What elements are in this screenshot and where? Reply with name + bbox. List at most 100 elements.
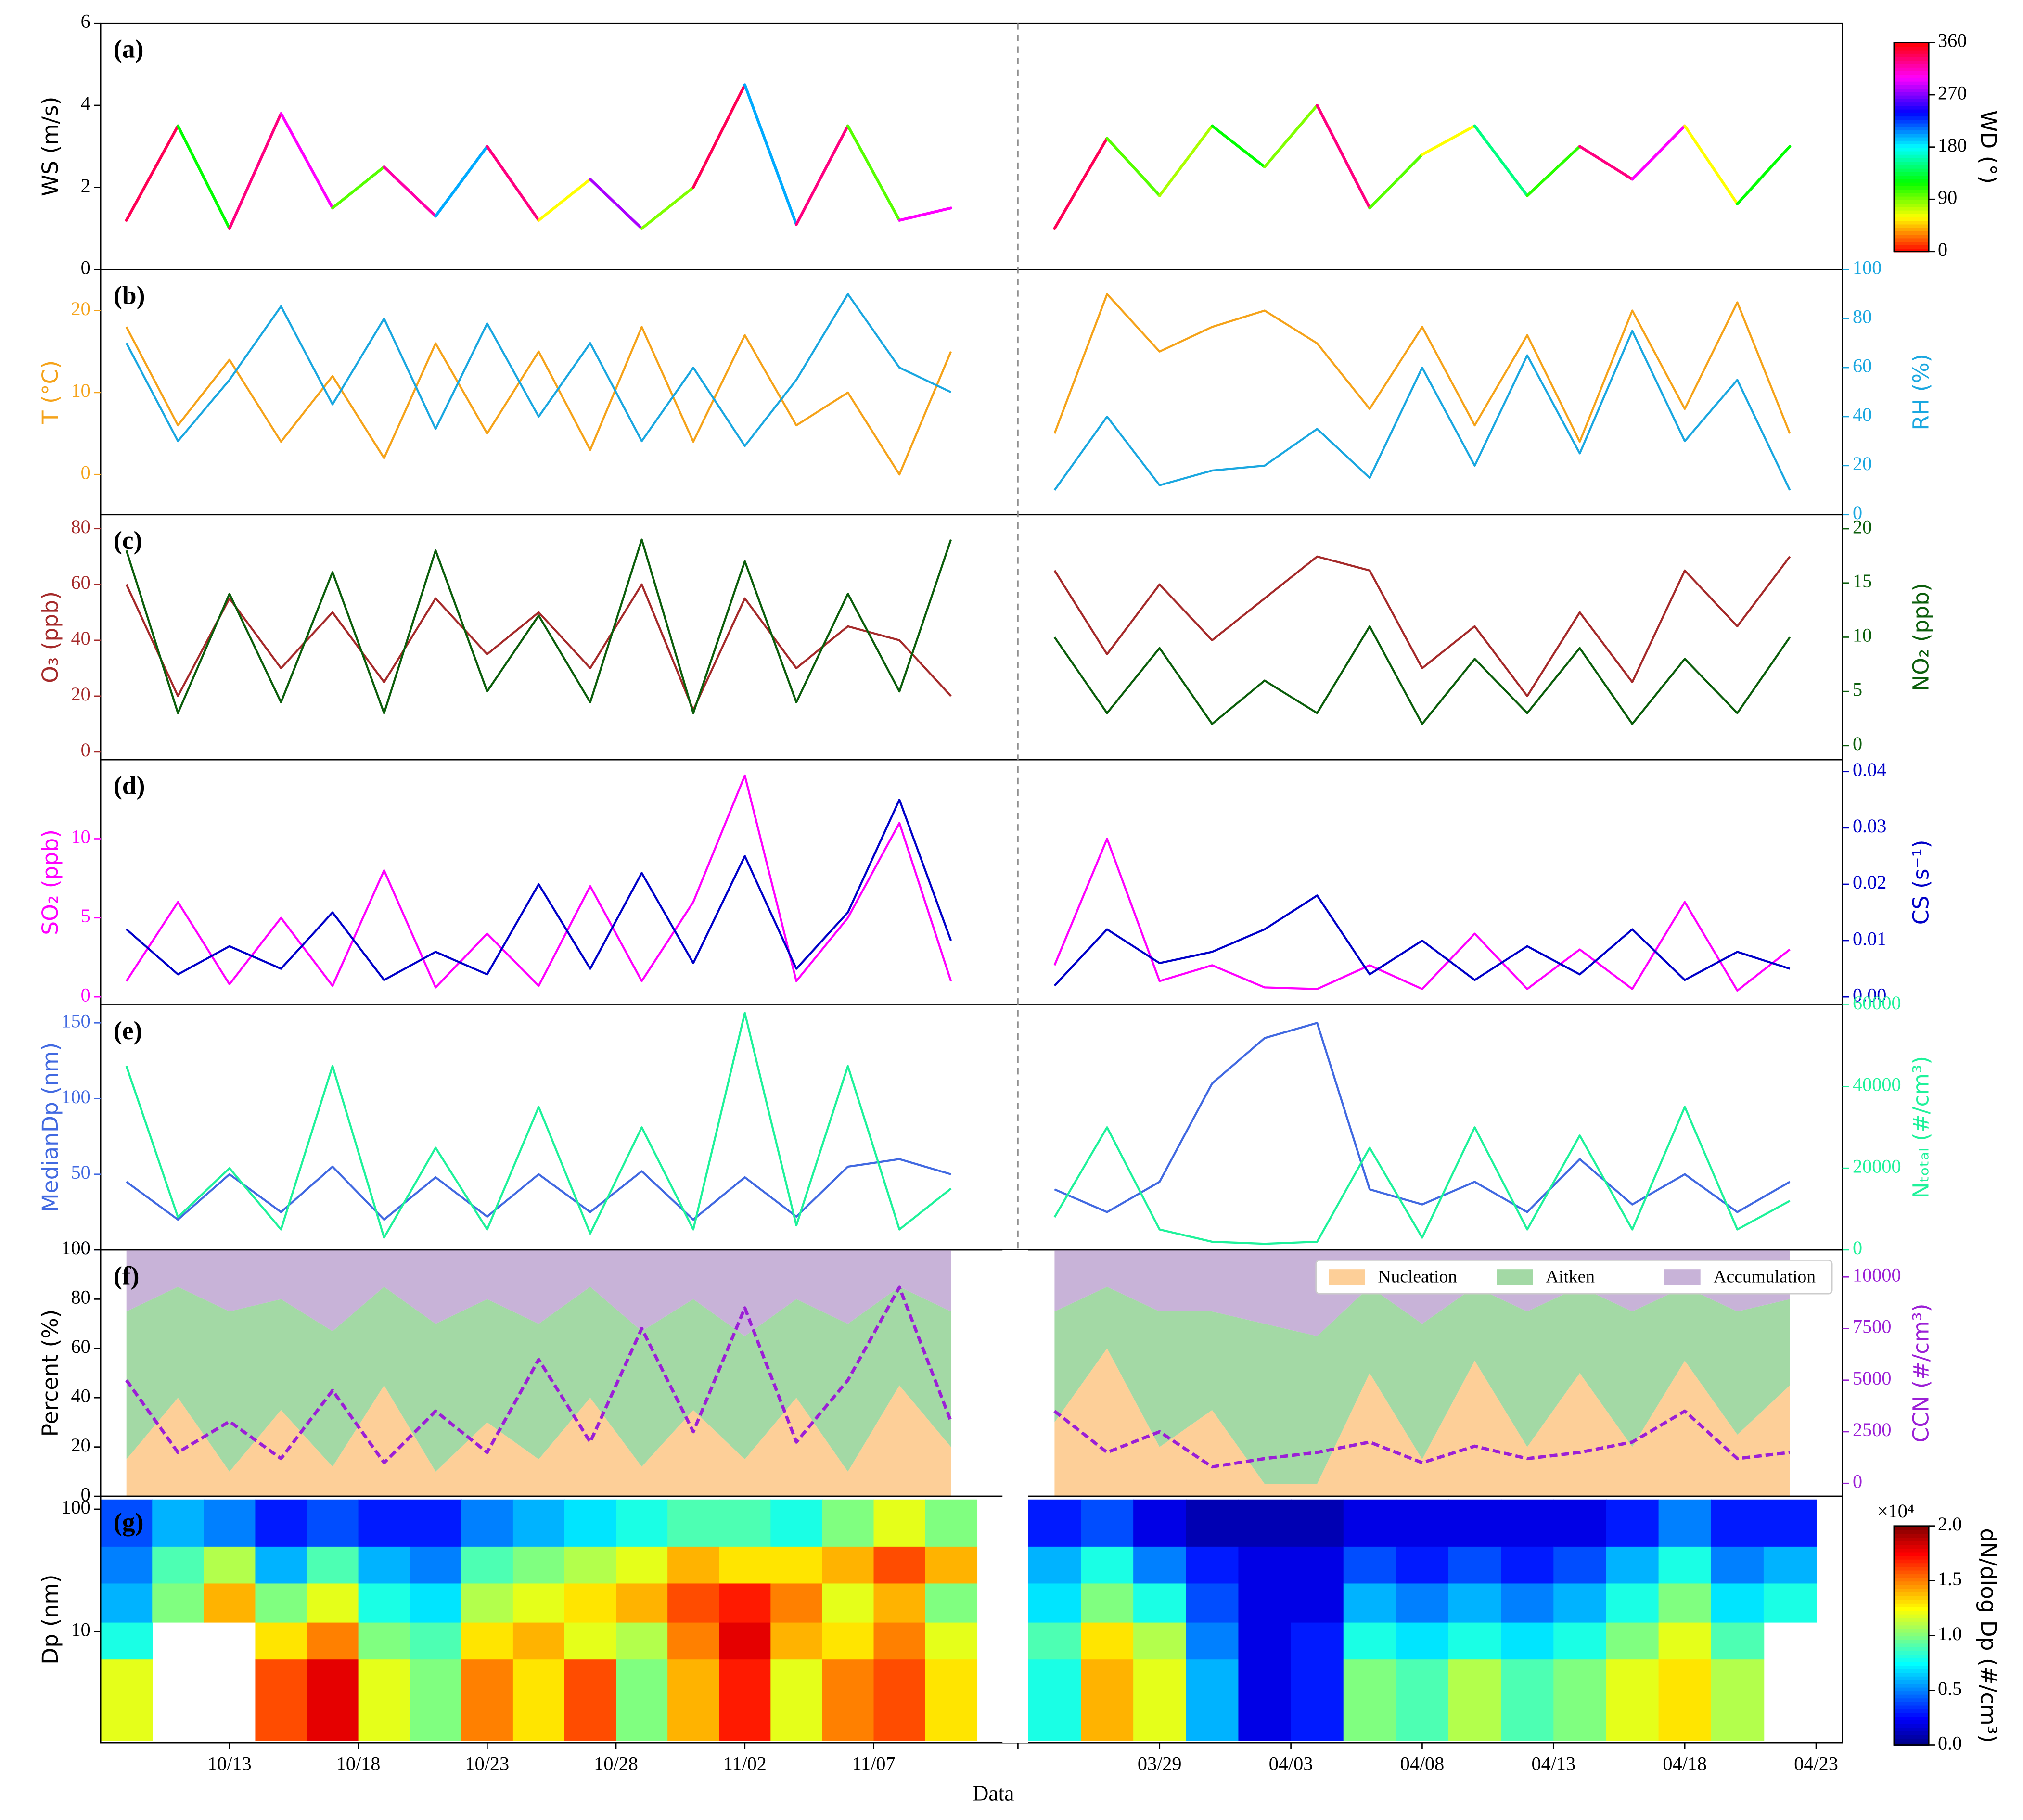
panel-plot (125, 293, 1791, 491)
heatmap-cell (822, 1658, 874, 1741)
y-tick-label: 40 (71, 627, 90, 649)
panel-plot (125, 83, 1792, 230)
panel-plot (125, 1249, 1790, 1497)
heatmap-cell (770, 1546, 823, 1584)
heatmap-cell (1238, 1622, 1292, 1660)
colorbar-slice (1894, 1701, 1929, 1706)
colorbar-slice (1894, 1642, 1929, 1648)
panel-label: (g) (114, 1507, 144, 1536)
heatmap-cell (255, 1583, 307, 1623)
series-segment (537, 178, 592, 222)
series-line (126, 799, 952, 981)
heatmap-cell (101, 1622, 153, 1660)
legend-swatch (1497, 1269, 1533, 1285)
panel-plot (125, 774, 1791, 992)
x-tick-label: 04/23 (1794, 1753, 1838, 1775)
y2-tick-label: 60000 (1853, 992, 1901, 1014)
panel-frame (100, 269, 1843, 516)
colorbar-slice (1894, 1697, 1929, 1702)
y-tick-label: 80 (71, 1286, 90, 1308)
heatmap-cell (564, 1546, 617, 1584)
heatmap-cell (1080, 1583, 1134, 1623)
heatmap-cell (1238, 1583, 1292, 1623)
y2-tick-label: 0 (1853, 1237, 1862, 1259)
heatmap-cell (1763, 1546, 1817, 1584)
heatmap-cell (1080, 1658, 1134, 1741)
colorbar-slice (1894, 1614, 1929, 1618)
colorbar-slice (1894, 140, 1929, 145)
heatmap-cell (1133, 1583, 1187, 1623)
colorbar-slice (1894, 1628, 1929, 1633)
legend-box (1315, 1260, 1833, 1295)
colorbar-slice (1894, 189, 1929, 193)
y-axis-label: O₃ (ppb) (38, 591, 63, 683)
colorbar-slice (1894, 203, 1929, 207)
colorbar-slice (1894, 1526, 1929, 1530)
series-line (1053, 1106, 1791, 1245)
panel-label: (f) (114, 1261, 140, 1290)
heatmap-cell (1658, 1546, 1712, 1584)
heatmap-cell (925, 1622, 978, 1660)
heatmap-cell (1763, 1583, 1817, 1623)
colorbar-slice (1894, 234, 1929, 239)
colorbar-slice (1894, 1580, 1929, 1585)
heatmap-cell (1080, 1622, 1134, 1660)
y2-tick-label: 80 (1853, 305, 1872, 327)
heatmap-cell (719, 1622, 771, 1660)
series-segment (176, 124, 231, 230)
heatmap-cell (770, 1499, 823, 1547)
heatmap-cell (770, 1583, 823, 1623)
heatmap-cell (1080, 1499, 1134, 1547)
series-segment (1473, 124, 1529, 197)
heatmap-cell (873, 1499, 926, 1547)
heatmap-cell (1291, 1546, 1344, 1584)
colorbar-slice (1894, 1705, 1929, 1710)
y2-tick-label: 20 (1853, 516, 1872, 537)
heatmap-cell (1553, 1499, 1607, 1547)
colorbar-slice (1894, 195, 1929, 200)
heatmap-cell (1448, 1622, 1502, 1660)
colorbar-slice (1894, 1533, 1929, 1538)
y2-axis-label: CS (s⁻¹) (1908, 840, 1933, 925)
series-line (1053, 894, 1791, 987)
colorbar-tick-label: 180 (1938, 134, 1967, 156)
y2-axis-label: NO₂ (ppb) (1908, 583, 1933, 691)
colorbar-slice (1894, 1621, 1929, 1626)
heatmap-cell (101, 1583, 153, 1623)
x-tick-label: 04/13 (1532, 1753, 1576, 1775)
series-segment (743, 83, 798, 226)
stacked-area (126, 1385, 951, 1497)
heatmap-cell (1658, 1658, 1712, 1741)
y2-tick-label: 2500 (1853, 1419, 1891, 1440)
heatmap-cell (1291, 1622, 1344, 1660)
heatmap-cell (307, 1499, 359, 1547)
heatmap-cell (1501, 1546, 1554, 1584)
y-tick-label: 10 (71, 826, 90, 848)
y-tick-label: 50 (71, 1161, 90, 1183)
heatmap-cell (358, 1658, 411, 1741)
heatmap-cell (1553, 1583, 1607, 1623)
colorbar-slice (1894, 95, 1929, 99)
series-segment (691, 83, 746, 189)
colorbar-slice (1894, 42, 1929, 47)
y-tick-label: 100 (61, 1496, 90, 1518)
colorbar-slice (1894, 1606, 1929, 1611)
heatmap-cell (461, 1658, 514, 1741)
heatmap-cell (1606, 1499, 1659, 1547)
heatmap-cell (307, 1546, 359, 1584)
heatmap-cell (1396, 1499, 1449, 1547)
heatmap-cell (1291, 1583, 1344, 1623)
colorbar-slice (1894, 1686, 1929, 1692)
heatmap-cell (1448, 1499, 1502, 1547)
y2-tick-label: 20 (1853, 453, 1872, 474)
y2-tick-label: 0 (1853, 733, 1862, 754)
colorbar-slice (1894, 1635, 1929, 1640)
series-line (126, 1158, 951, 1221)
y-tick-label: 40 (71, 1385, 90, 1406)
heatmap-cell (358, 1499, 411, 1547)
legend-label: Nucleation (1378, 1267, 1457, 1287)
y2-tick-label: 5 (1853, 678, 1862, 700)
colorbar-slice (1894, 77, 1929, 82)
y-tick-label: 0 (81, 257, 90, 279)
